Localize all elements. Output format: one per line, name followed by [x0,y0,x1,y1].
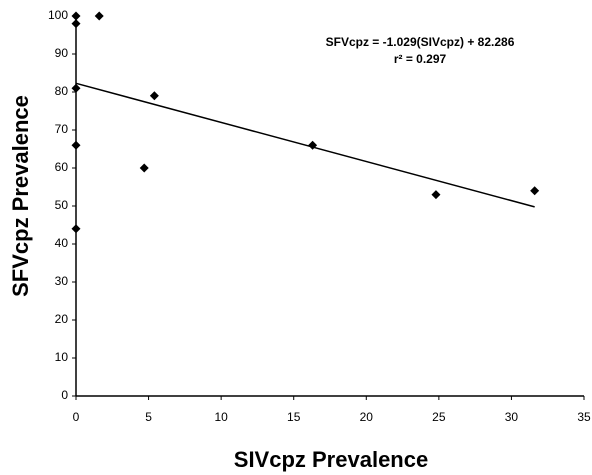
y-tick-label: 20 [55,312,69,326]
point [71,19,81,29]
point [530,186,540,196]
y-tick-label: 90 [55,46,69,60]
trendline [75,82,535,208]
x-tick-label: 0 [73,410,80,424]
y-tick-label: 60 [55,160,69,174]
x-tick-label: 35 [577,410,591,424]
point [71,11,81,21]
point [308,140,318,150]
x-tick-label: 20 [360,410,374,424]
point [94,11,104,21]
r-squared: r² = 0.297 [394,52,447,66]
y-tick-label: 80 [55,84,69,98]
y-axis-title: SFVcpz Prevalence [8,95,33,297]
x-tick-label: 25 [432,410,446,424]
x-tick-label: 10 [214,410,228,424]
x-axis-title: SIVcpz Prevalence [234,447,428,472]
point [71,140,81,150]
x-tick-label: 5 [145,410,152,424]
point [149,91,159,101]
y-tick-label: 70 [55,122,69,136]
point [71,83,81,93]
y-tick-label: 100 [48,8,68,22]
x-tick-label: 30 [505,410,519,424]
y-tick-label: 30 [55,274,69,288]
y-tick-label: 40 [55,236,69,250]
point [139,163,149,173]
point [71,224,81,234]
y-tick-label: 50 [55,198,69,212]
x-tick-label: 15 [287,410,301,424]
point [431,190,441,200]
equation: SFVcpz = -1.029(SIVcpz) + 82.286 [326,35,515,49]
y-tick-label: 10 [55,350,69,364]
y-tick-label: 0 [61,388,68,402]
